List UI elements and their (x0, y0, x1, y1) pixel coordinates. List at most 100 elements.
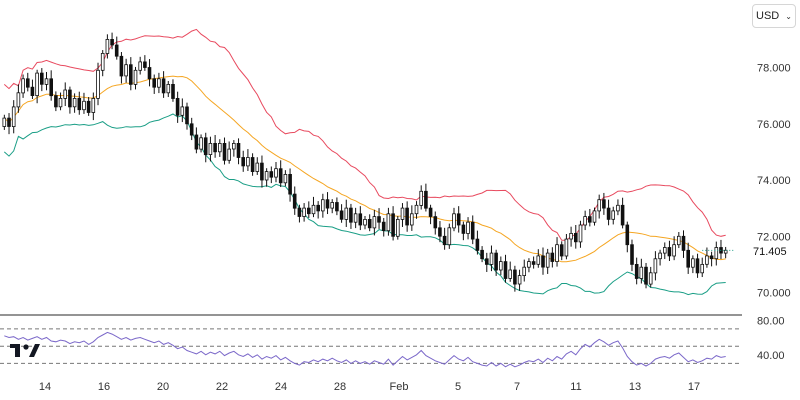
candle (602, 192, 606, 215)
candle-body (564, 238, 569, 257)
oscillator-line (4, 331, 726, 368)
oscillator-pane (0, 328, 742, 368)
candle-body (82, 100, 86, 111)
candle-body (54, 95, 58, 108)
candle-body (339, 210, 344, 220)
candle (620, 197, 625, 229)
candle-body (269, 171, 274, 178)
candle-body (588, 216, 592, 223)
candle (260, 155, 264, 188)
candle-body (494, 252, 498, 271)
candle-body (199, 137, 203, 150)
candle-body (620, 204, 625, 226)
candle (644, 262, 648, 289)
candle-body (278, 168, 283, 184)
candle-body (470, 221, 475, 240)
candle (695, 253, 700, 278)
candle-body (91, 98, 96, 113)
candle (320, 193, 325, 218)
candle (72, 93, 77, 113)
candle (77, 91, 82, 115)
candle-body (124, 64, 128, 77)
candle-body (128, 64, 133, 85)
x-tick-label: 22 (216, 381, 228, 393)
candle (2, 114, 7, 130)
y-tick-label: 72.000 (757, 231, 791, 243)
candle-body (72, 98, 77, 108)
candle-body (616, 204, 620, 212)
candle-body (508, 269, 512, 279)
candle-body (316, 204, 320, 212)
candle-body (503, 261, 508, 279)
candle (302, 203, 306, 222)
candle (597, 194, 601, 219)
x-tick-label: 5 (455, 381, 461, 393)
candle (508, 261, 512, 282)
candle (583, 210, 587, 231)
candle (452, 207, 456, 232)
candle (86, 97, 91, 116)
candle-body (157, 78, 161, 88)
candle-body (405, 207, 409, 226)
candle-body (100, 53, 105, 71)
candle-body (363, 218, 367, 226)
candle (166, 81, 171, 98)
candle-body (133, 69, 138, 85)
candle (180, 98, 185, 123)
candle-body (189, 123, 194, 136)
candle (414, 201, 419, 219)
candle (222, 137, 227, 165)
candle (157, 72, 161, 94)
candle (175, 91, 180, 123)
candle-body (231, 142, 236, 150)
candle (194, 127, 199, 154)
candle-body (480, 249, 484, 260)
candle-body (344, 207, 349, 220)
candle-body (653, 258, 658, 274)
candle (21, 74, 25, 98)
tradingview-logo-icon[interactable] (10, 342, 42, 363)
candle-body (96, 69, 100, 99)
candle (531, 256, 536, 269)
oscillator-y-tick-label: 80.00 (757, 315, 785, 327)
candle-body (35, 72, 39, 96)
candle-body (114, 44, 119, 57)
candle-body (400, 207, 405, 220)
candle-body (639, 266, 644, 279)
currency-label: USD (756, 10, 780, 22)
candle-body (7, 117, 11, 127)
candle-body (438, 227, 442, 237)
candle (246, 149, 250, 171)
candle (264, 168, 269, 187)
oscillator-y-tick-label: 40.00 (757, 350, 785, 362)
candle (555, 237, 559, 267)
candle-body (700, 263, 704, 274)
candle (189, 117, 194, 141)
candle-body (292, 193, 297, 209)
candle-body (241, 157, 246, 167)
candle-body (658, 252, 662, 260)
currency-selector-button[interactable]: USD ⌄ (752, 4, 796, 28)
y-tick-label: 76.000 (757, 119, 791, 131)
candle (658, 249, 662, 266)
candle (475, 230, 480, 255)
candle-body (217, 142, 222, 153)
candle (489, 245, 494, 272)
candle-body (203, 137, 208, 156)
candle (91, 92, 96, 121)
candle (213, 135, 217, 158)
candle-body (260, 162, 264, 181)
candle-body (466, 221, 470, 234)
candle-body (442, 235, 447, 246)
candle-body (395, 218, 400, 237)
candle (82, 92, 86, 114)
candle (588, 208, 592, 227)
candle-body (648, 272, 653, 285)
candle-body (171, 84, 175, 99)
candle-body (484, 258, 489, 265)
candle (498, 256, 503, 276)
candle-body (288, 173, 292, 195)
candle (653, 251, 658, 281)
candle (705, 247, 709, 268)
candle-body (30, 86, 35, 96)
